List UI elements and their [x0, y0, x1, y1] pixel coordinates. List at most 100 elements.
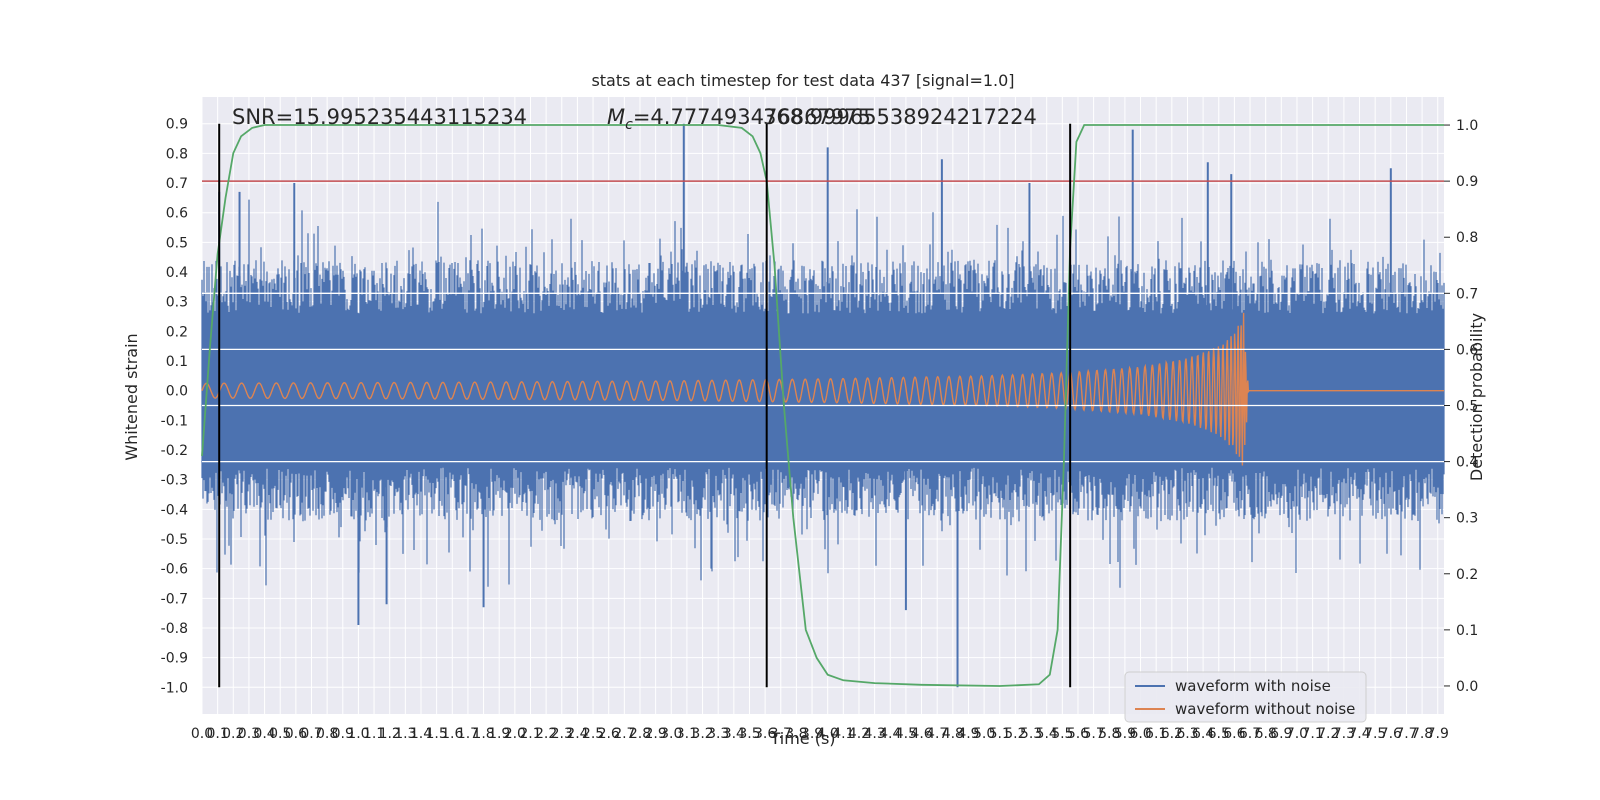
x-tick-label: 5.8 — [1098, 726, 1120, 742]
y2-tick-label: 0.1 — [1456, 623, 1478, 639]
overlap-annotation: 368.99965538924217224 — [763, 105, 1037, 129]
y-tick-label: -0.1 — [161, 413, 188, 429]
y-axis-label: Whitened strain — [122, 333, 141, 460]
x-tick-label: 7.1 — [1301, 726, 1323, 742]
x-tick-label: 7.5 — [1364, 726, 1386, 742]
x-tick-label: 6.5 — [1208, 726, 1230, 742]
x-tick-label: 5.2 — [1004, 726, 1026, 742]
x-tick-label: 1.5 — [426, 726, 448, 742]
y2-tick-label: 0.2 — [1456, 567, 1478, 583]
y2-axis-label: Detection probability — [1467, 313, 1486, 481]
legend-box — [1124, 671, 1367, 723]
x-tick-label: 3.5 — [738, 726, 760, 742]
series-waveform-with-noise — [201, 123, 1445, 688]
x-tick-label: 7.6 — [1380, 726, 1402, 742]
y2-tick-label: 0.9 — [1456, 174, 1478, 190]
y-tick-label: 0.3 — [166, 295, 188, 311]
y-tick-label: -0.6 — [161, 562, 188, 578]
y2-tick-label: 0.6 — [1456, 342, 1478, 358]
x-tick-label: 1.0 — [347, 726, 369, 742]
x-tick-label: 7.3 — [1333, 726, 1355, 742]
x-tick-label: 5.7 — [1082, 726, 1104, 742]
x-tick-label: 2.9 — [644, 726, 666, 742]
x-tick-label: 4.7 — [926, 726, 948, 742]
x-tick-label: 2.2 — [535, 726, 557, 742]
x-tick-label: 1.3 — [394, 726, 416, 742]
x-tick-label: 0.1 — [207, 726, 229, 742]
y-tick-label: 0.2 — [166, 324, 188, 340]
x-tick-label: 2.1 — [519, 726, 541, 742]
x-tick-label: 4.3 — [863, 726, 885, 742]
x-tick-label: 6.6 — [1223, 726, 1245, 742]
y-tick-label: 0.1 — [166, 354, 188, 370]
x-tick-label: 4.4 — [879, 726, 901, 742]
x-tick-label: 4.6 — [910, 726, 932, 742]
x-tick-label: 0.3 — [238, 726, 260, 742]
y-tick-label: -0.2 — [161, 443, 188, 459]
x-tick-label: 7.9 — [1427, 726, 1449, 742]
x-tick-label: 0.9 — [332, 726, 354, 742]
x-tick-label: 2.3 — [551, 726, 573, 742]
x-tick-label: 3.1 — [676, 726, 698, 742]
legend: waveform with noise waveform without noi… — [1124, 671, 1367, 723]
detection-probability-line — [201, 124, 1444, 687]
y-tick-label: 0.0 — [166, 384, 188, 400]
legend-label-clean: waveform without noise — [1175, 700, 1355, 718]
y-tick-label: -1.0 — [161, 680, 188, 696]
x-tick-label: 6.9 — [1270, 726, 1292, 742]
x-tick-label: 5.1 — [989, 726, 1011, 742]
y2-axis-ticks: 1.0 0.9 0.8 0.7 0.6 0.5 0.4 0.3 0.2 0.1 0.0 — [1444, 118, 1478, 695]
x-tick-label: 4.5 — [895, 726, 917, 742]
x-tick-label: 4.8 — [942, 726, 964, 742]
y-tick-label: 0.8 — [166, 146, 188, 162]
x-tick-label: 1.4 — [410, 726, 432, 742]
y2-tick-label: 0.7 — [1456, 286, 1478, 302]
x-tick-label: 6.0 — [1129, 726, 1151, 742]
x-tick-label: 0.4 — [253, 726, 275, 742]
x-tick-label: 7.2 — [1317, 726, 1339, 742]
x-tick-label: 4.9 — [957, 726, 979, 742]
series-detection-probability — [201, 124, 1444, 687]
x-tick-label: 0.8 — [316, 726, 338, 742]
x-tick-label: 6.7 — [1239, 726, 1261, 742]
y2-tick-label: 0.8 — [1456, 230, 1478, 246]
x-tick-label: 5.4 — [1036, 726, 1058, 742]
x-tick-label: 5.0 — [973, 726, 995, 742]
x-tick-label: 1.7 — [457, 726, 479, 742]
y-axis-ticks: 0.9 0.8 0.7 0.6 0.5 0.4 0.3 0.2 0.1 0.0 -0.1 -0.2 -0… — [161, 117, 188, 697]
x-tick-label: 4.2 — [848, 726, 870, 742]
x-tick-label: 2.8 — [629, 726, 651, 742]
y-tick-label: 0.9 — [166, 117, 188, 133]
x-tick-label: 7.0 — [1286, 726, 1308, 742]
x-tick-label: 3.6 — [754, 726, 776, 742]
x-tick-label: 0.5 — [269, 726, 291, 742]
x-tick-label: 5.6 — [1067, 726, 1089, 742]
snr-annotation: SNR=15.995235443115234 — [232, 105, 527, 129]
series-waveform-without-noise — [201, 312, 1444, 466]
y2-tick-label: 1.0 — [1456, 118, 1478, 134]
y-tick-label: 0.7 — [166, 176, 188, 192]
x-tick-label: 2.7 — [613, 726, 635, 742]
x-axis-ticks: 0.00.10.20.30.40.50.60.70.80.91.01.11.21… — [191, 726, 1449, 742]
clean-waveform — [201, 312, 1444, 466]
x-tick-label: 2.4 — [566, 726, 588, 742]
y-tick-label: 0.4 — [166, 265, 188, 281]
x-tick-label: 3.2 — [691, 726, 713, 742]
x-tick-label: 2.5 — [582, 726, 604, 742]
x-tick-label: 1.6 — [441, 726, 463, 742]
x-tick-label: 0.7 — [300, 726, 322, 742]
y-tick-label: -0.7 — [161, 591, 188, 607]
x-tick-label: 0.2 — [222, 726, 244, 742]
y2-tick-label: 0.4 — [1456, 455, 1478, 471]
x-tick-label: 5.5 — [1051, 726, 1073, 742]
x-tick-label: 6.8 — [1255, 726, 1277, 742]
chirp-mass-subscript: c — [625, 117, 633, 133]
x-tick-label: 5.3 — [1020, 726, 1042, 742]
x-tick-label: 3.8 — [785, 726, 807, 742]
chirp-mass-symbol: M — [607, 105, 625, 129]
x-axis-label: Time (s) — [769, 729, 835, 748]
legend-label-noise: waveform with noise — [1175, 677, 1331, 695]
x-tick-label: 6.4 — [1192, 726, 1214, 742]
x-tick-label: 3.4 — [723, 726, 745, 742]
